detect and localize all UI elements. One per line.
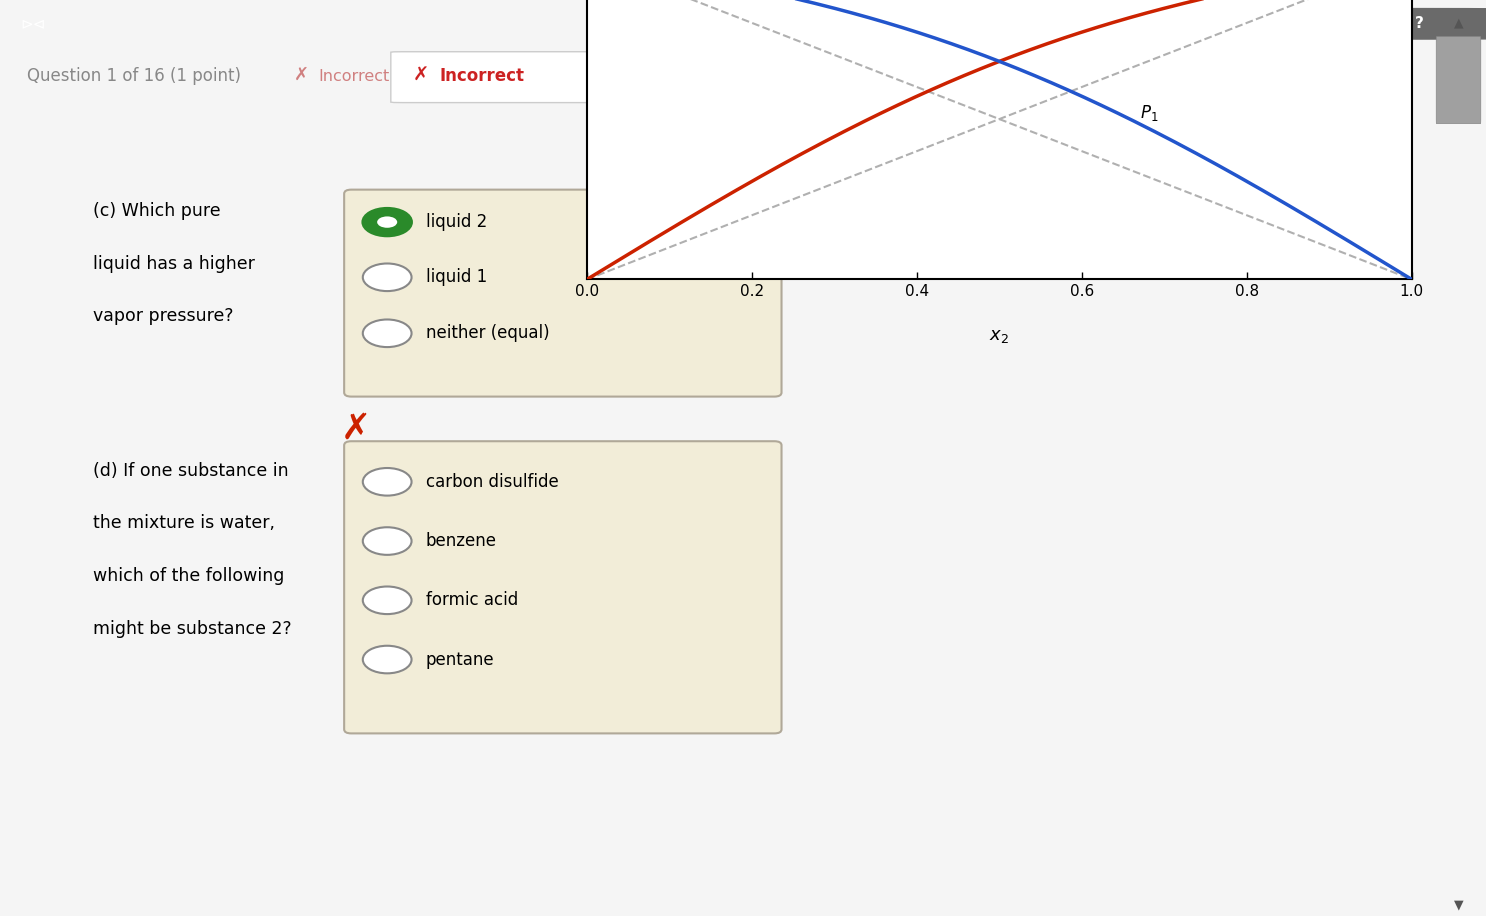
Text: (d) If one substance in: (d) If one substance in [94, 462, 288, 479]
Circle shape [377, 216, 397, 228]
Text: $P_1$: $P_1$ [1140, 103, 1158, 123]
Text: (c) Which pure: (c) Which pure [94, 202, 221, 220]
Text: ▼: ▼ [1453, 899, 1464, 911]
Text: ⊳⊲: ⊳⊲ [19, 16, 46, 31]
FancyBboxPatch shape [345, 442, 782, 734]
FancyBboxPatch shape [1437, 37, 1480, 124]
FancyBboxPatch shape [391, 51, 615, 103]
Text: vapor pressure?: vapor pressure? [94, 308, 233, 325]
Text: ✗: ✗ [340, 412, 370, 446]
Text: Print: Print [838, 16, 871, 31]
Circle shape [363, 320, 412, 347]
Text: Ebook: Ebook [1271, 16, 1315, 31]
Text: Periodic Table: Periodic Table [1094, 16, 1195, 31]
Text: Incorrect: Incorrect [440, 67, 525, 85]
Text: ✗: ✗ [294, 66, 309, 84]
Text: Calculator: Calculator [951, 16, 1025, 31]
Circle shape [363, 208, 412, 236]
Text: ▲: ▲ [1453, 16, 1464, 29]
Text: pentane: pentane [426, 650, 495, 669]
Text: might be substance 2?: might be substance 2? [94, 620, 291, 638]
Text: ✗: ✗ [413, 65, 429, 84]
Text: carbon disulfide: carbon disulfide [426, 473, 559, 491]
Circle shape [363, 646, 412, 673]
Circle shape [363, 264, 412, 291]
Text: which of the following: which of the following [94, 567, 285, 585]
Circle shape [944, 8, 1486, 39]
Text: $x_2$: $x_2$ [990, 328, 1009, 345]
Text: liquid has a higher: liquid has a higher [94, 255, 256, 273]
Text: neither (equal): neither (equal) [426, 324, 550, 343]
Circle shape [363, 586, 412, 614]
Text: liquid 1: liquid 1 [426, 268, 487, 287]
Text: the mixture is water,: the mixture is water, [94, 514, 275, 532]
Text: liquid 2: liquid 2 [426, 213, 487, 231]
Text: ?: ? [1415, 16, 1424, 31]
Text: formic acid: formic acid [426, 592, 519, 609]
Text: Question 1 of 16 (1 point): Question 1 of 16 (1 point) [27, 67, 241, 85]
Text: Incorrect: Incorrect [318, 69, 389, 83]
Circle shape [363, 468, 412, 496]
Circle shape [363, 528, 412, 555]
FancyBboxPatch shape [345, 190, 782, 397]
Text: benzene: benzene [426, 532, 496, 550]
